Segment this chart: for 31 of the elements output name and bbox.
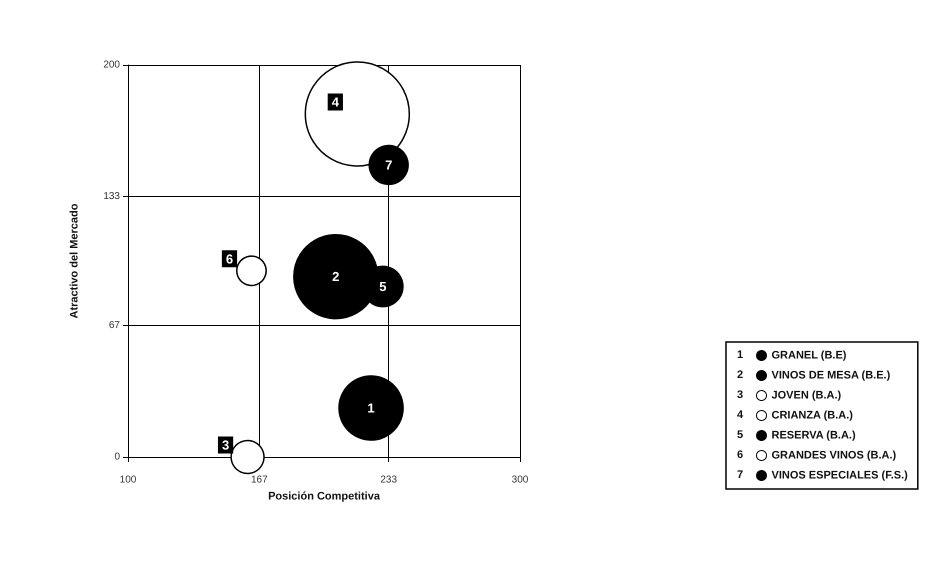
annotation: 3	[222, 438, 230, 452]
x-axis-title: Posición Competitiva	[268, 490, 381, 502]
legend-label: GRANDES VINOS (B.A.)	[772, 450, 897, 462]
x-tick-label: 300	[512, 474, 529, 486]
annotation: 5	[379, 278, 386, 294]
x-tick-label: 233	[380, 474, 398, 486]
y-tick-label: 133	[103, 190, 120, 202]
legend-label: RESERVA (B.A.)	[772, 430, 856, 442]
text: 5	[736, 429, 744, 441]
y-axis-title: Atractivo del Mercado	[68, 203, 80, 318]
text: 3	[736, 389, 744, 401]
annotation: 6	[226, 251, 234, 266]
annotation: 2	[332, 269, 340, 284]
annotation: 1	[367, 400, 375, 416]
y-tick-label: 67	[108, 320, 120, 332]
legend-label: CRIANZA (B.A.)	[772, 410, 854, 422]
legend-label: VINOS ESPECIALES (F.S.)	[772, 470, 908, 482]
annotation: 7	[385, 157, 392, 172]
legend-label: JOVEN (B.A.)	[772, 390, 842, 402]
y-tick-label: 200	[103, 60, 120, 70]
x-tick-label: 100	[120, 474, 137, 486]
text: 6	[736, 449, 744, 461]
x-tick-label: 167	[250, 474, 268, 486]
legend-label: VINOS DE MESA (B.E.)	[772, 370, 891, 382]
legend-label: GRANEL (B.E)	[772, 350, 847, 362]
text: 4	[736, 409, 744, 421]
text: 7	[736, 469, 744, 481]
text: 1	[736, 349, 744, 361]
y-tick-label: 0	[114, 452, 120, 462]
annotation: 4	[332, 94, 340, 110]
text: 2	[736, 369, 744, 381]
